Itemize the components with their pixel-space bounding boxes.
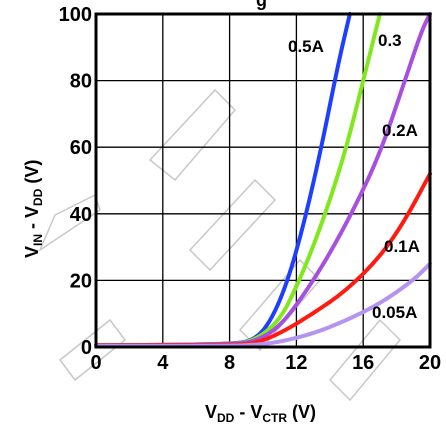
plot-frame xyxy=(94,12,432,349)
y-tick-label: 100 xyxy=(59,4,92,26)
series-line-0-5A xyxy=(94,12,352,348)
series-labels: 0.5A 0.3 0.2A 0.1A 0.05A xyxy=(288,31,420,322)
series-label-0-3: 0.3 xyxy=(378,31,402,50)
series-label-0-2A: 0.2A xyxy=(382,121,418,140)
x-tick-labels: 0 4 8 12 16 20 xyxy=(90,352,441,374)
series-label-0-05A: 0.05A xyxy=(372,303,417,322)
x-tick-label: 0 xyxy=(90,352,101,374)
y-tick-label: 0 xyxy=(81,337,92,359)
y-tick-label: 80 xyxy=(70,71,92,93)
y-tick-label: 20 xyxy=(70,270,92,292)
x-tick-label: 8 xyxy=(224,352,235,374)
series-label-0-1A: 0.1A xyxy=(384,237,420,256)
y-tick-labels: 0 20 40 60 80 100 xyxy=(59,4,92,359)
y-axis-label: VIN - VDD (V) xyxy=(22,160,45,258)
y-tick-label: 40 xyxy=(70,204,92,226)
chart-title-fragment: g xyxy=(256,0,267,10)
x-tick-label: 12 xyxy=(285,352,307,374)
x-tick-label: 16 xyxy=(352,352,374,374)
series-label-0-5A: 0.5A xyxy=(288,37,324,56)
x-tick-label: 4 xyxy=(157,352,169,374)
series-line-0-2A xyxy=(94,12,432,348)
y-tick-label: 60 xyxy=(70,137,92,159)
x-tick-label: 20 xyxy=(419,352,441,374)
grid xyxy=(95,13,431,348)
x-axis-label: VDD - VCTR (V) xyxy=(205,402,316,425)
series-group xyxy=(94,12,432,349)
